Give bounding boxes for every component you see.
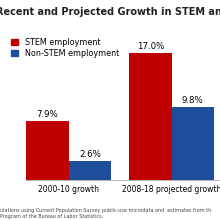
- Bar: [172, 107, 214, 180]
- Text: 17.0%: 17.0%: [137, 42, 164, 51]
- Text: 9.8%: 9.8%: [182, 96, 204, 105]
- Bar: [69, 161, 111, 180]
- Text: ulations using Current Population Survey public-use microdata and  estimates fro: ulations using Current Population Survey…: [0, 208, 211, 219]
- Text: Recent and Projected Growth in STEM and Non-STEM: Recent and Projected Growth in STEM and …: [0, 7, 220, 16]
- Text: 7.9%: 7.9%: [37, 110, 59, 119]
- Text: 2.6%: 2.6%: [79, 150, 101, 159]
- Bar: [129, 53, 172, 180]
- Legend: STEM employment, Non-STEM employment: STEM employment, Non-STEM employment: [11, 38, 119, 58]
- Bar: [26, 121, 69, 180]
